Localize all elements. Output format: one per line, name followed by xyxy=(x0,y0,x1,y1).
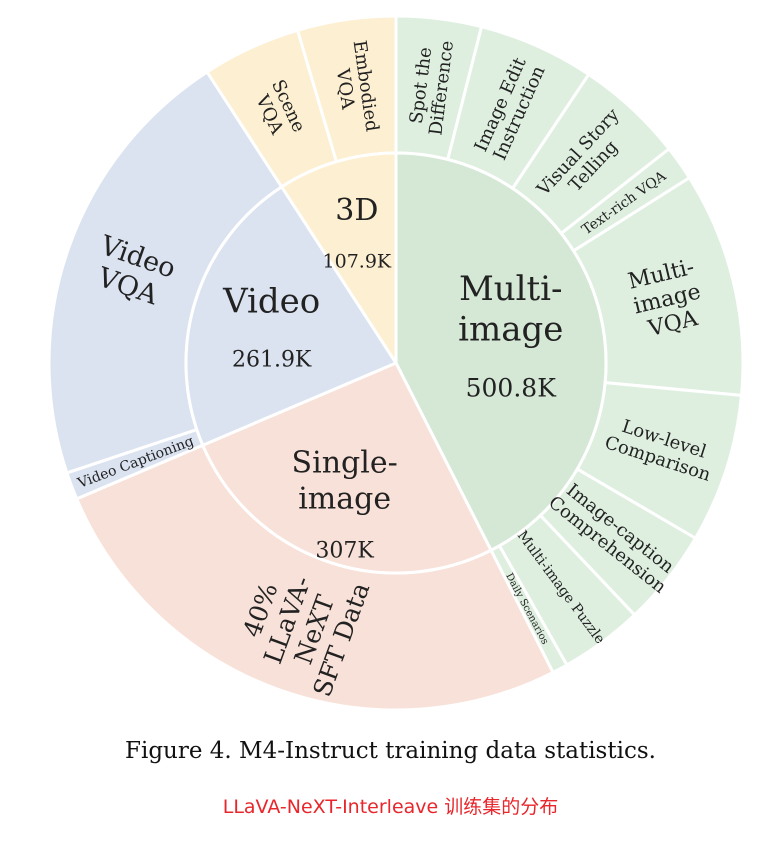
inner-segment-multi-image xyxy=(394,151,608,553)
inner-label-multi-image: Multi-image 500.8K xyxy=(458,269,563,403)
inner-ring xyxy=(184,151,608,575)
inner-label-line: Video xyxy=(222,282,320,322)
figure-caption: Figure 4. M4-Instruct training data stat… xyxy=(125,738,656,764)
inner-value-label: 107.9K xyxy=(323,251,392,273)
inner-label-line: image xyxy=(458,310,563,350)
inner-segment-video xyxy=(184,184,399,448)
inner-labels: Multi-image 500.8K Single-image 307K Video 26… xyxy=(222,193,563,564)
inner-value-label: 261.9K xyxy=(232,348,312,373)
outer-ring xyxy=(47,14,745,712)
chinese-note: LLaVA-NeXT-Interleave 训练集的分布 xyxy=(222,796,559,818)
inner-label-line: 3D xyxy=(335,193,378,228)
inner-label-line: Single- xyxy=(292,446,398,481)
inner-value-label: 500.8K xyxy=(466,374,558,403)
inner-segment-3d xyxy=(279,151,398,369)
inner-value-label: 307K xyxy=(315,539,374,564)
inner-label-3d: 3D 107.9K xyxy=(323,193,392,272)
inner-label-single-image: Single-image 307K xyxy=(292,446,398,564)
inner-label-line: Multi- xyxy=(459,269,563,309)
inner-label-video: Video 261.9K xyxy=(222,282,320,373)
inner-label-line: image xyxy=(298,482,391,517)
